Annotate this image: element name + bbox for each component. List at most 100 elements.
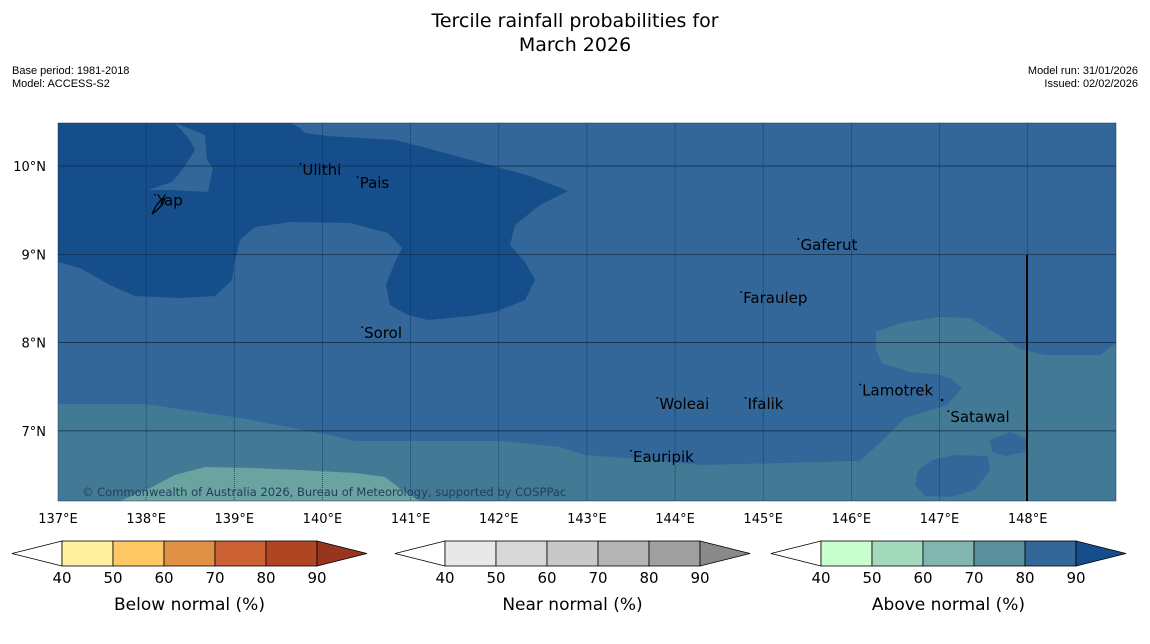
colorbar-tick: 40 bbox=[435, 569, 454, 587]
place-label-gaferut: Gaferut bbox=[800, 236, 857, 254]
colorbar-segment bbox=[820, 540, 873, 567]
place-label-yap: Yap bbox=[156, 192, 183, 210]
colorbar-label: Near normal (%) bbox=[502, 595, 642, 615]
colorbar-extend-low bbox=[394, 540, 446, 567]
model-name: Model: ACCESS-S2 bbox=[12, 78, 110, 90]
lon-label: 142°E bbox=[479, 512, 519, 527]
colorbar-tick: 70 bbox=[205, 569, 224, 587]
colorbar-segment bbox=[265, 540, 318, 567]
place-marker bbox=[656, 396, 659, 399]
place-marker bbox=[859, 383, 862, 386]
place-marker bbox=[154, 193, 156, 196]
lon-label: 138°E bbox=[126, 512, 166, 527]
colorbar-tick: 60 bbox=[154, 569, 173, 587]
colorbar-extend-high bbox=[1075, 540, 1127, 567]
issued-date: Issued: 02/02/2026 bbox=[1044, 78, 1138, 90]
colorbar-tick: 90 bbox=[690, 569, 709, 587]
place-label-sorol: Sorol bbox=[364, 324, 402, 342]
longitude-labels: 137°E 138°E 139°E 140°E 141°E 142°E 143°E 144°E… bbox=[38, 512, 1047, 527]
base-period: Base period: 1981-2018 bbox=[12, 65, 130, 77]
probability-field bbox=[58, 123, 1116, 501]
meta-left: Base period: 1981-2018 Model: ACCESS-S2 bbox=[12, 65, 129, 91]
place-label-pais: Pais bbox=[360, 174, 390, 192]
lon-label: 148°E bbox=[1008, 512, 1048, 527]
chart-title: Tercile rainfall probabilities for March… bbox=[0, 9, 1150, 57]
legend-1: 40 50 60 70 80 90 Near normal (%) bbox=[394, 540, 751, 615]
colorbar-segment bbox=[871, 540, 924, 567]
latitude-labels: 10°N 9°N 8°N 7°N bbox=[13, 160, 46, 440]
colorbar-segment bbox=[973, 540, 1026, 567]
colorbar-segment bbox=[163, 540, 216, 567]
yap-island-outline bbox=[151, 197, 167, 215]
lon-label: 147°E bbox=[920, 512, 960, 527]
colorbar-tick: 70 bbox=[588, 569, 607, 587]
place-marker bbox=[947, 410, 950, 412]
colorbar-tick: 40 bbox=[52, 569, 71, 587]
colorbar-segment bbox=[546, 540, 599, 567]
place-marker bbox=[630, 449, 632, 452]
region-above-80-east-blob bbox=[915, 455, 990, 497]
region-above-60-southwest bbox=[120, 467, 420, 501]
lat-label: 9°N bbox=[22, 248, 47, 263]
place-marker bbox=[797, 237, 800, 240]
lat-label: 7°N bbox=[22, 425, 47, 440]
colorbar-segment bbox=[112, 540, 165, 567]
title-line-1: Tercile rainfall probabilities for bbox=[431, 10, 719, 32]
place-marker bbox=[744, 396, 747, 399]
colorbar-extend-high bbox=[699, 540, 751, 567]
place-label-ifalik: Ifalik bbox=[748, 395, 784, 413]
place-marker bbox=[740, 290, 743, 293]
colorbar-tick: 80 bbox=[639, 569, 658, 587]
lon-label: 141°E bbox=[391, 512, 431, 527]
lon-label: 144°E bbox=[655, 512, 695, 527]
colorbar-segment bbox=[495, 540, 548, 567]
colorbar-segment bbox=[597, 540, 650, 567]
region-above-80-nw-notch bbox=[148, 123, 213, 192]
copyright-text: © Commonwealth of Australia 2026, Bureau… bbox=[82, 485, 566, 499]
colorbar-segment bbox=[922, 540, 975, 567]
lon-label: 145°E bbox=[743, 512, 783, 527]
place-label-woleai: Woleai bbox=[659, 395, 709, 413]
colorbar-segment bbox=[214, 540, 267, 567]
place-marker bbox=[299, 162, 302, 165]
colorbar-label: Below normal (%) bbox=[114, 595, 265, 615]
map-frame bbox=[57, 122, 1117, 502]
colorbar-tick: 60 bbox=[537, 569, 556, 587]
graticule bbox=[58, 123, 1116, 501]
lon-label: 143°E bbox=[567, 512, 607, 527]
colorbar-label: Above normal (%) bbox=[872, 595, 1025, 615]
colorbar-tick: 80 bbox=[1015, 569, 1034, 587]
title-line-2: March 2026 bbox=[518, 34, 632, 56]
colorbar-tick: 70 bbox=[964, 569, 983, 587]
region-above-80-east-strip bbox=[990, 432, 1028, 456]
colorbar-tick: 60 bbox=[913, 569, 932, 587]
place-marker bbox=[356, 176, 359, 178]
lon-label: 146°E bbox=[832, 512, 872, 527]
colorbar-segment bbox=[648, 540, 701, 567]
model-run: Model run: 31/01/2026 bbox=[1027, 65, 1138, 77]
colorbar-tick: 90 bbox=[307, 569, 326, 587]
lon-label: 137°E bbox=[38, 512, 78, 527]
lat-label: 8°N bbox=[22, 337, 47, 352]
colorbar-segment bbox=[1024, 540, 1077, 567]
lon-label: 140°E bbox=[303, 512, 343, 527]
colorbar-extend-high bbox=[316, 540, 368, 567]
lon-label: 139°E bbox=[215, 512, 255, 527]
colorbar-legends: 40 50 60 70 80 90 Below normal (%) 40 50 60 70 80 90… bbox=[11, 540, 1127, 615]
colorbar-tick: 50 bbox=[862, 569, 881, 587]
colorbar-extend-low bbox=[770, 540, 822, 567]
colorbar-segment bbox=[444, 540, 497, 567]
legend-2: 40 50 60 70 80 90 Above normal (%) bbox=[770, 540, 1127, 615]
colorbar-tick: 90 bbox=[1066, 569, 1085, 587]
colorbar-tick: 50 bbox=[103, 569, 122, 587]
colorbar-tick: 50 bbox=[486, 569, 505, 587]
colorbar-tick: 80 bbox=[256, 569, 275, 587]
place-label-lamotrek: Lamotrek bbox=[862, 382, 933, 400]
colorbar-segment bbox=[61, 540, 114, 567]
legend-0: 40 50 60 70 80 90 Below normal (%) bbox=[11, 540, 368, 615]
meta-right: Model run: 31/01/2026 Issued: 02/02/2026 bbox=[1028, 65, 1138, 91]
place-label-ulithi: Ulithi bbox=[302, 161, 341, 179]
island-marker bbox=[940, 398, 944, 402]
place-marker bbox=[361, 326, 364, 329]
colorbar-extend-low bbox=[11, 540, 63, 567]
